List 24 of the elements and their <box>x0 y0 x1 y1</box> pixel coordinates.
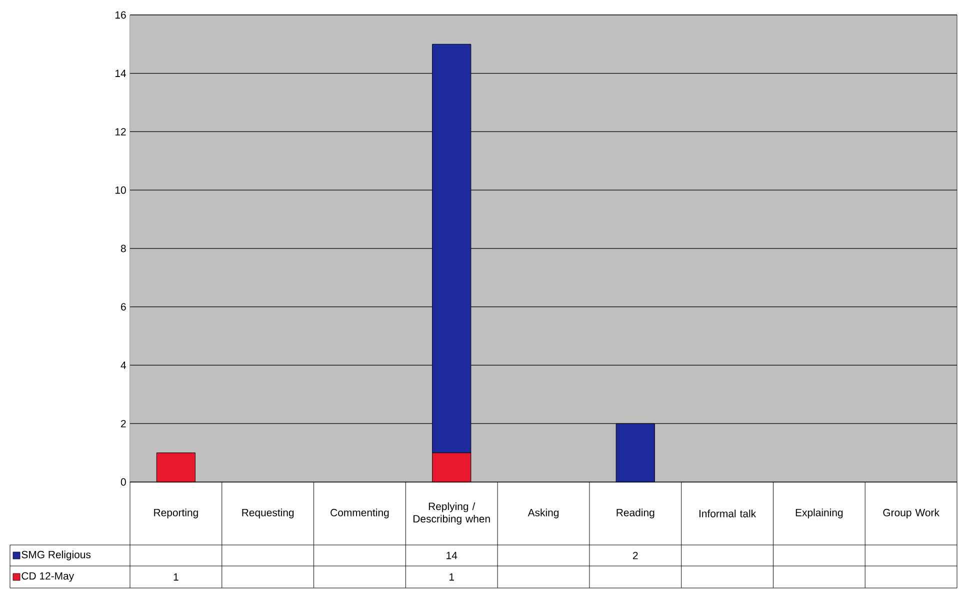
legend-label: CD 12-May <box>22 572 74 582</box>
x-tick-label: Reporting <box>154 508 198 518</box>
y-tick-label: 14 <box>115 70 126 77</box>
x-tick-label: Informal talk <box>699 510 756 518</box>
y-tick-label: 8 <box>120 244 126 252</box>
legend-label: SMG Religious <box>22 550 91 560</box>
y-tick-label: 12 <box>115 128 126 136</box>
x-tick-label: Explaining <box>796 508 843 518</box>
data-label: 1 <box>450 573 454 581</box>
y-tick-label: 6 <box>121 303 126 311</box>
x-tick-label: Commenting <box>330 508 389 518</box>
x-tick-label: Reading <box>616 508 654 518</box>
data-label: 1 <box>174 573 178 581</box>
y-tick-label: 16 <box>115 11 126 19</box>
data-label: 14 <box>446 552 458 560</box>
y-tick-label: 4 <box>120 362 126 369</box>
data-label: 2 <box>633 552 638 560</box>
x-tick-label: Group Work <box>883 508 940 518</box>
x-tick-label: Replying / Describing when <box>414 502 490 525</box>
y-tick-label: 10 <box>115 186 126 194</box>
x-tick-label: Asking <box>528 508 559 518</box>
x-tick-label: Requesting <box>242 508 294 518</box>
y-tick-label: 2 <box>121 420 126 428</box>
y-tick-label: 0 <box>120 478 126 486</box>
